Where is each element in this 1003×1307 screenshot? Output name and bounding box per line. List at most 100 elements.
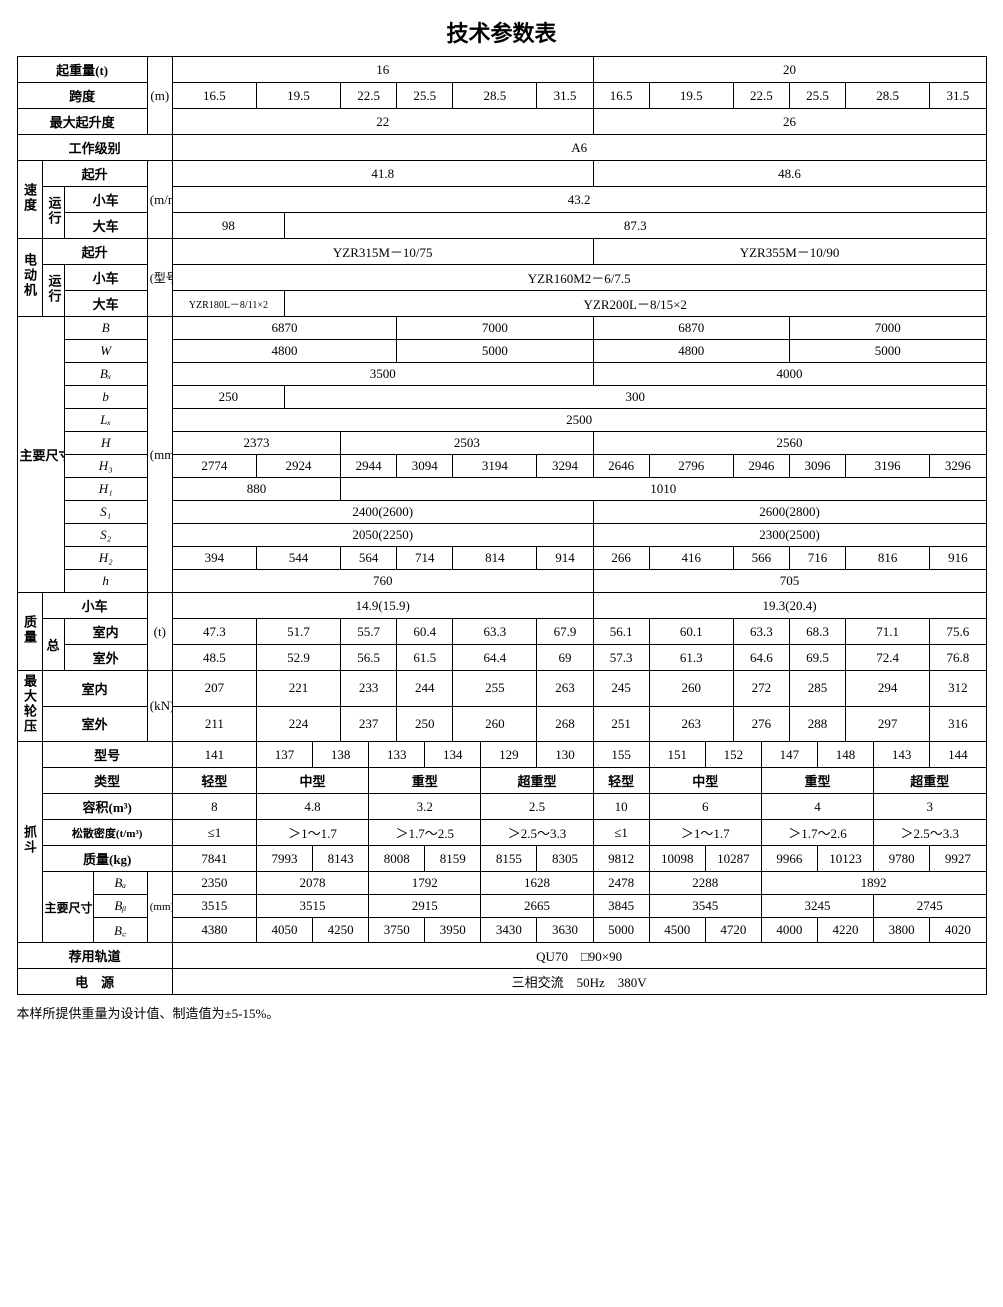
label-mass: 质量 [17, 593, 42, 671]
gd: ＞1.7～2.6 [761, 820, 873, 846]
label-motor: 电动机 [17, 239, 42, 317]
gk: 7993 [256, 846, 312, 872]
gm: 133 [369, 742, 425, 768]
gv: 4.8 [256, 794, 368, 820]
label-crane2: 大车 [64, 291, 147, 317]
gt: 轻型 [172, 768, 256, 794]
span-val: 25.5 [397, 83, 453, 109]
unit-mm: (mm) [147, 317, 172, 593]
working-class: A6 [172, 135, 986, 161]
mass-trolley-16: 14.9(15.9) [172, 593, 593, 619]
motor-crane-1: YZR180L－8/11×2 [172, 291, 284, 317]
Bc: 3630 [537, 918, 593, 943]
gv: 2.5 [481, 794, 593, 820]
label-grab-dim: 主要尺寸 [42, 872, 93, 943]
gm: 155 [593, 742, 649, 768]
H-val: 2503 [341, 432, 593, 455]
label-lift2: 起升 [42, 239, 147, 265]
gv: 8 [172, 794, 256, 820]
H3-val: 2924 [256, 455, 340, 478]
wo: 260 [453, 706, 537, 742]
wi: 285 [789, 671, 845, 707]
wo: 276 [733, 706, 789, 742]
label-outdoor: 室外 [64, 645, 147, 671]
Ba: 2350 [172, 872, 256, 895]
h-val: 705 [593, 570, 986, 593]
H3-val: 3096 [789, 455, 845, 478]
Bc: 4020 [930, 918, 986, 943]
gd: ＞2.5～3.3 [874, 820, 986, 846]
H2-val: 564 [341, 547, 397, 570]
label-B: B [64, 317, 147, 340]
gt: 重型 [369, 768, 481, 794]
label-grab: 抓斗 [17, 742, 42, 943]
Bx-val: 3500 [172, 363, 593, 386]
mi: 63.3 [733, 619, 789, 645]
mi: 60.1 [649, 619, 733, 645]
gd: ≤1 [172, 820, 256, 846]
label-H1: H₁ [64, 478, 147, 501]
Bc: 3950 [425, 918, 481, 943]
wo: 237 [341, 706, 397, 742]
W-val: 5000 [789, 340, 986, 363]
H1-val: 880 [172, 478, 340, 501]
speed-crane-1: 98 [172, 213, 284, 239]
Bb: 3845 [593, 895, 649, 918]
label-power: 电 源 [17, 969, 172, 995]
wi: 294 [846, 671, 930, 707]
mi: 63.3 [453, 619, 537, 645]
Bx-val: 4000 [593, 363, 986, 386]
label-W: W [64, 340, 147, 363]
label-working-class: 工作级别 [17, 135, 172, 161]
Ba: 2078 [256, 872, 368, 895]
wi: 221 [256, 671, 340, 707]
mi: 55.7 [341, 619, 397, 645]
gv: 4 [761, 794, 873, 820]
wi: 312 [930, 671, 986, 707]
label-H2: H₂ [64, 547, 147, 570]
label-Bb: Bᵦ [93, 895, 147, 918]
gv: 10 [593, 794, 649, 820]
lift20: 20 [593, 57, 986, 83]
span-val: 16.5 [593, 83, 649, 109]
b-val: 250 [172, 386, 284, 409]
gv: 3 [874, 794, 986, 820]
gt: 中型 [649, 768, 761, 794]
lift16: 16 [172, 57, 593, 83]
wo: 250 [397, 706, 453, 742]
span-val: 19.5 [256, 83, 340, 109]
H2-val: 544 [256, 547, 340, 570]
gm: 144 [930, 742, 986, 768]
mi: 71.1 [846, 619, 930, 645]
mi: 60.4 [397, 619, 453, 645]
H2-val: 714 [397, 547, 453, 570]
wi: 260 [649, 671, 733, 707]
label-max-lift: 最大起升度 [17, 109, 147, 135]
label-lifting-weight: 起重量(t) [17, 57, 147, 83]
speed-lift-20: 48.6 [593, 161, 986, 187]
H2-val: 716 [789, 547, 845, 570]
mo: 61.5 [397, 645, 453, 671]
label-grab-density: 松散密度(t/m³) [42, 820, 172, 846]
Bb: 2915 [369, 895, 481, 918]
unit-t: (t) [147, 593, 172, 671]
gd: ＞1～1.7 [649, 820, 761, 846]
Bb: 3245 [761, 895, 873, 918]
spec-table: 起重量(t) (m) 16 20 跨度 16.5 19.5 22.5 25.5 … [17, 56, 987, 995]
W-val: 4800 [172, 340, 396, 363]
gk: 8155 [481, 846, 537, 872]
label-rail: 荐用轨道 [17, 943, 172, 969]
Bc: 4380 [172, 918, 256, 943]
wo: 263 [649, 706, 733, 742]
gt: 中型 [256, 768, 368, 794]
label-Bx: Bₓ [64, 363, 147, 386]
H3-val: 2944 [341, 455, 397, 478]
span-val: 31.5 [537, 83, 593, 109]
label-mass-trolley: 小车 [42, 593, 147, 619]
span-val: 22.5 [733, 83, 789, 109]
H2-val: 416 [649, 547, 733, 570]
Bc: 4000 [761, 918, 817, 943]
Bb: 3515 [256, 895, 368, 918]
gt: 超重型 [481, 768, 593, 794]
mi: 51.7 [256, 619, 340, 645]
